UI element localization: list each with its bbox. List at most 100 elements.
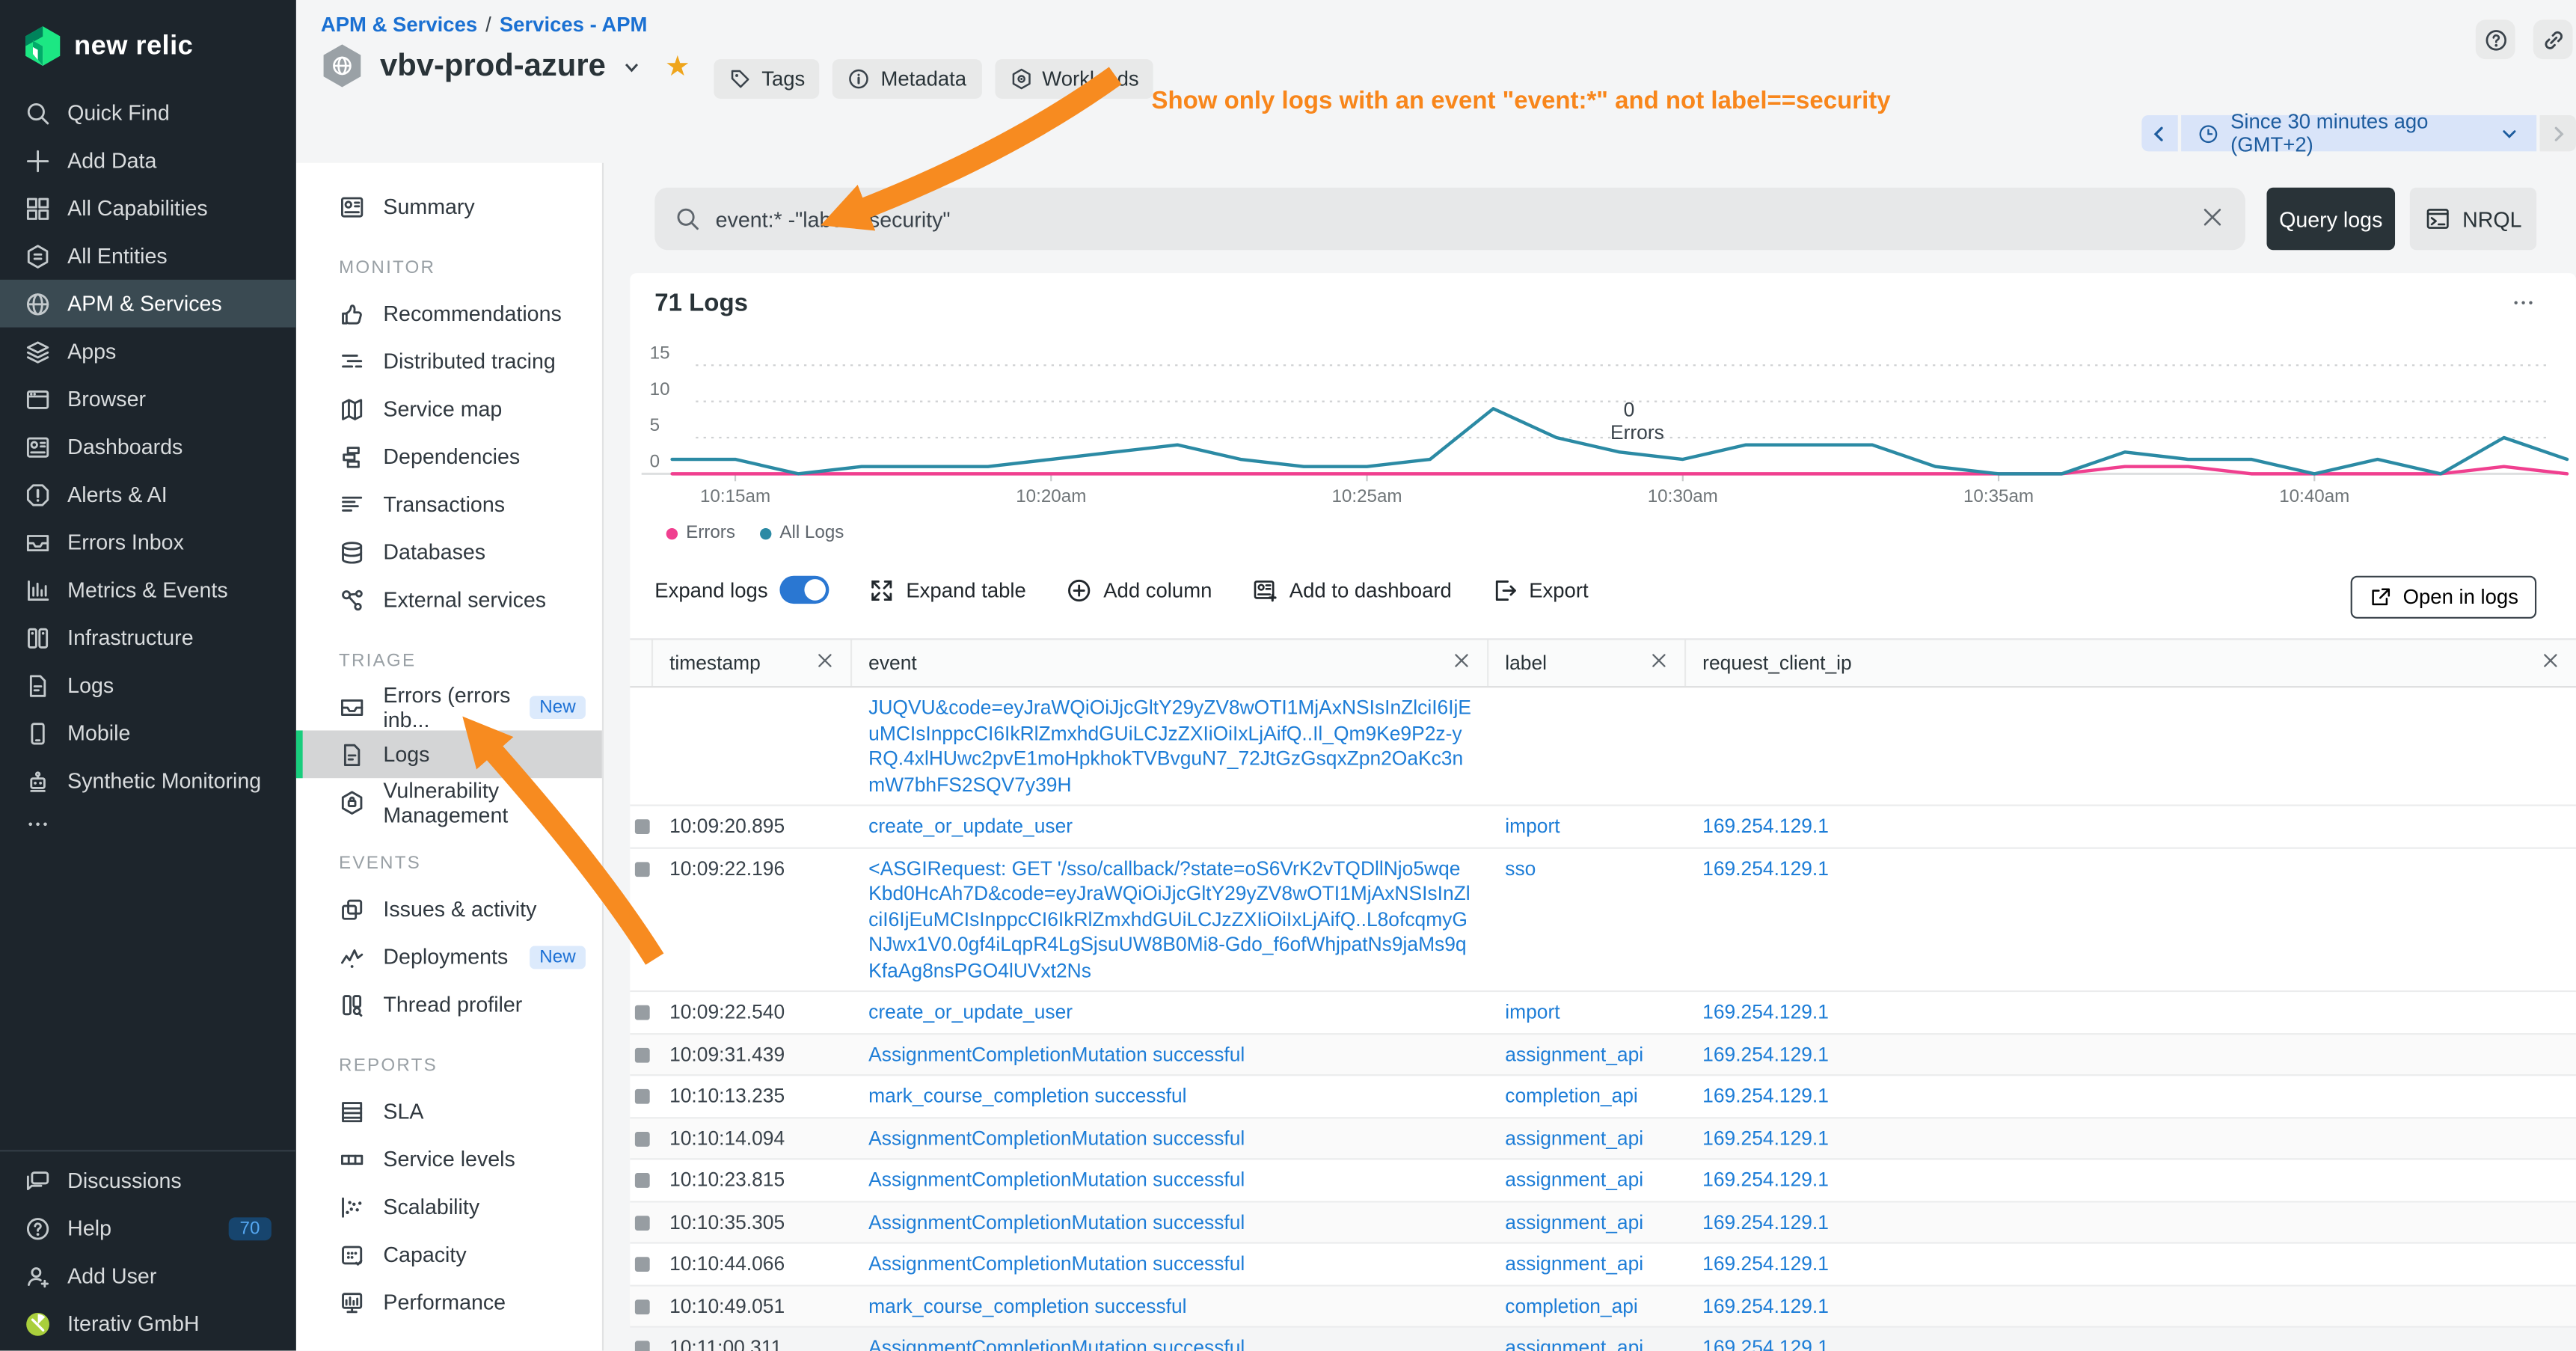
cell-label-link[interactable]: import [1505, 814, 1560, 838]
row-select-checkbox[interactable] [634, 1130, 650, 1146]
remove-column-icon[interactable] [2542, 652, 2560, 675]
global-nav-item-quick-find[interactable]: Quick Find [0, 89, 296, 137]
table-row[interactable]: 10:09:22.196 <ASGIRequest: GET '/sso/call… [630, 848, 2576, 993]
sidebar-item-capacity[interactable]: Capacity [296, 1231, 602, 1278]
add-column-button[interactable]: Add column [1066, 577, 1212, 603]
cell-label-link[interactable]: import [1505, 1000, 1560, 1023]
cell-label-link[interactable]: assignment_api [1505, 1168, 1644, 1192]
toggle-on-icon[interactable] [779, 575, 829, 604]
global-nav-item-all-capabilities[interactable]: All Capabilities [0, 184, 296, 232]
table-row[interactable]: 10:10:44.066 AssignmentCompletionMutation… [630, 1244, 2576, 1286]
sidebar-item-scalability[interactable]: Scalability [296, 1183, 602, 1231]
sidebar-item-transactions[interactable]: Transactions [296, 480, 602, 528]
sidebar-item-service-map[interactable]: Service map [296, 385, 602, 433]
sidebar-item-distributed-tracing[interactable]: Distributed tracing [296, 337, 602, 385]
global-nav-item-dashboards[interactable]: Dashboards [0, 423, 296, 471]
row-select-checkbox[interactable] [634, 1215, 650, 1230]
column-header-request-client-ip[interactable]: request_client_ip [1686, 640, 2576, 686]
cell-event-link[interactable]: create_or_update_user [868, 1000, 1073, 1023]
log-search-input[interactable]: event:* -"label":"security" [654, 187, 2245, 251]
sidebar-item-errors-errors-inb-[interactable]: Errors (errors inb... New [296, 682, 602, 732]
global-nav-item-metrics-events[interactable]: Metrics & Events [0, 566, 296, 614]
cell-label-link[interactable]: completion_api [1505, 1293, 1638, 1317]
cell-event-link[interactable]: AssignmentCompletionMutation successful [868, 1126, 1245, 1150]
cell-event-link[interactable]: AssignmentCompletionMutation successful [868, 1168, 1245, 1192]
column-header-event[interactable]: event [852, 640, 1489, 687]
cell-event-link[interactable]: <ASGIRequest: GET '/sso/callback/?state=… [868, 856, 1471, 981]
cell-event-link[interactable]: JUQVU&code=eyJraWQiOiJjcGltY29yZV8wOTI1M… [868, 696, 1472, 796]
cell-request-client-ip-link[interactable]: 169.254.129.1 [1702, 1084, 1829, 1108]
cell-request-client-ip-link[interactable]: 169.254.129.1 [1702, 814, 1829, 838]
sidebar-item-databases[interactable]: Databases [296, 528, 602, 576]
chevron-down-icon[interactable] [622, 58, 642, 77]
cell-label-link[interactable]: assignment_api [1505, 1210, 1644, 1234]
cell-event-link[interactable]: AssignmentCompletionMutation successful [868, 1335, 1245, 1351]
legend-item-all-logs[interactable]: All Logs [759, 523, 844, 543]
global-nav-item-apm-services[interactable]: APM & Services [0, 279, 296, 328]
row-select-checkbox[interactable] [634, 1299, 650, 1314]
workloads-button[interactable]: Workloads [994, 59, 1154, 99]
row-select-checkbox[interactable] [634, 1257, 650, 1272]
export-button[interactable]: Export [1491, 577, 1589, 603]
row-select-checkbox[interactable] [634, 861, 650, 877]
cell-label-link[interactable]: sso [1505, 856, 1536, 880]
time-back-button[interactable] [2141, 114, 2178, 152]
global-nav-item-help[interactable]: Help 70 [0, 1204, 296, 1252]
global-nav-item-more[interactable] [0, 804, 296, 844]
panel-menu-icon[interactable] [2510, 290, 2536, 324]
remove-column-icon[interactable] [1453, 652, 1471, 675]
column-header-timestamp[interactable]: timestamp [653, 640, 853, 687]
logs-chart[interactable]: 15 10 5 0 10:15am 10:20am 10:25am 10:30am 10:35a… [630, 339, 2576, 520]
sidebar-item-service-levels[interactable]: Service levels [296, 1135, 602, 1183]
row-select-checkbox[interactable] [634, 1173, 650, 1188]
favorite-star-icon[interactable]: ★ [665, 51, 690, 82]
expand-logs-toggle[interactable]: Expand logs [654, 575, 829, 604]
global-nav-item-apps[interactable]: Apps [0, 328, 296, 376]
table-row[interactable]: 10:10:14.094 AssignmentCompletionMutation… [630, 1118, 2576, 1160]
cell-event-link[interactable]: mark_course_completion successful [868, 1293, 1187, 1317]
sidebar-item-dependencies[interactable]: Dependencies [296, 432, 602, 480]
metadata-button[interactable]: Metadata [832, 59, 981, 99]
cell-label-link[interactable]: assignment_api [1505, 1042, 1644, 1065]
row-select-checkbox[interactable] [634, 1047, 650, 1062]
row-select-checkbox[interactable] [634, 1341, 650, 1351]
table-row[interactable]: 10:09:20.895 create_or_update_user import 1… [630, 806, 2576, 848]
global-nav-item-iterativ-gmbh[interactable]: Iterativ GmbH [0, 1299, 296, 1347]
remove-column-icon[interactable] [816, 652, 834, 675]
global-nav-item-add-user[interactable]: Add User [0, 1252, 296, 1300]
query-logs-button[interactable]: Query logs [2266, 187, 2396, 251]
cell-request-client-ip-link[interactable]: 169.254.129.1 [1702, 1293, 1829, 1317]
clear-search-icon[interactable] [2199, 203, 2225, 235]
global-nav-item-all-entities[interactable]: All Entities [0, 232, 296, 280]
sidebar-item-external-services[interactable]: External services [296, 576, 602, 624]
global-nav-item-synthetic-monitoring[interactable]: Synthetic Monitoring [0, 757, 296, 805]
sidebar-item-deployments[interactable]: Deployments New [296, 933, 602, 981]
sidebar-item-issues-activity[interactable]: Issues & activity [296, 885, 602, 933]
global-nav-item-errors-inbox[interactable]: Errors Inbox [0, 518, 296, 566]
table-row[interactable]: 10:10:49.051 mark_course_completion succe… [630, 1285, 2576, 1328]
cell-event-link[interactable]: create_or_update_user [868, 814, 1073, 838]
table-row[interactable]: 10:10:13.235 mark_course_completion succe… [630, 1076, 2576, 1118]
tags-button[interactable]: Tags [714, 59, 821, 99]
cell-request-client-ip-link[interactable]: 169.254.129.1 [1702, 1168, 1829, 1192]
table-row[interactable]: 10:10:35.305 AssignmentCompletionMutation… [630, 1201, 2576, 1244]
breadcrumb-apm-services[interactable]: APM & Services [320, 13, 478, 37]
cell-request-client-ip-link[interactable]: 169.254.129.1 [1702, 856, 1829, 880]
expand-table-button[interactable]: Expand table [868, 577, 1026, 603]
global-nav-item-browser[interactable]: Browser [0, 375, 296, 423]
cell-request-client-ip-link[interactable]: 169.254.129.1 [1702, 1042, 1829, 1065]
open-in-logs-button[interactable]: Open in logs [2350, 575, 2537, 619]
cell-request-client-ip-link[interactable]: 169.254.129.1 [1702, 1335, 1829, 1351]
sidebar-item-logs[interactable]: Logs [295, 730, 602, 779]
global-nav-item-discussions[interactable]: Discussions [0, 1157, 296, 1204]
cell-event-link[interactable]: AssignmentCompletionMutation successful [868, 1042, 1245, 1065]
sidebar-item-performance[interactable]: Performance [296, 1278, 602, 1326]
global-nav-item-add-data[interactable]: Add Data [0, 137, 296, 185]
row-select-checkbox[interactable] [634, 819, 650, 834]
cell-label-link[interactable]: assignment_api [1505, 1335, 1644, 1351]
sidebar-item-sla[interactable]: SLA [296, 1088, 602, 1136]
global-nav-item-alerts-ai[interactable]: Alerts & AI [0, 471, 296, 518]
table-row[interactable]: JUQVU&code=eyJraWQiOiJjcGltY29yZV8wOTI1M… [630, 687, 2576, 806]
cell-event-link[interactable]: mark_course_completion successful [868, 1084, 1187, 1108]
global-nav-item-logs[interactable]: Logs [0, 661, 296, 709]
